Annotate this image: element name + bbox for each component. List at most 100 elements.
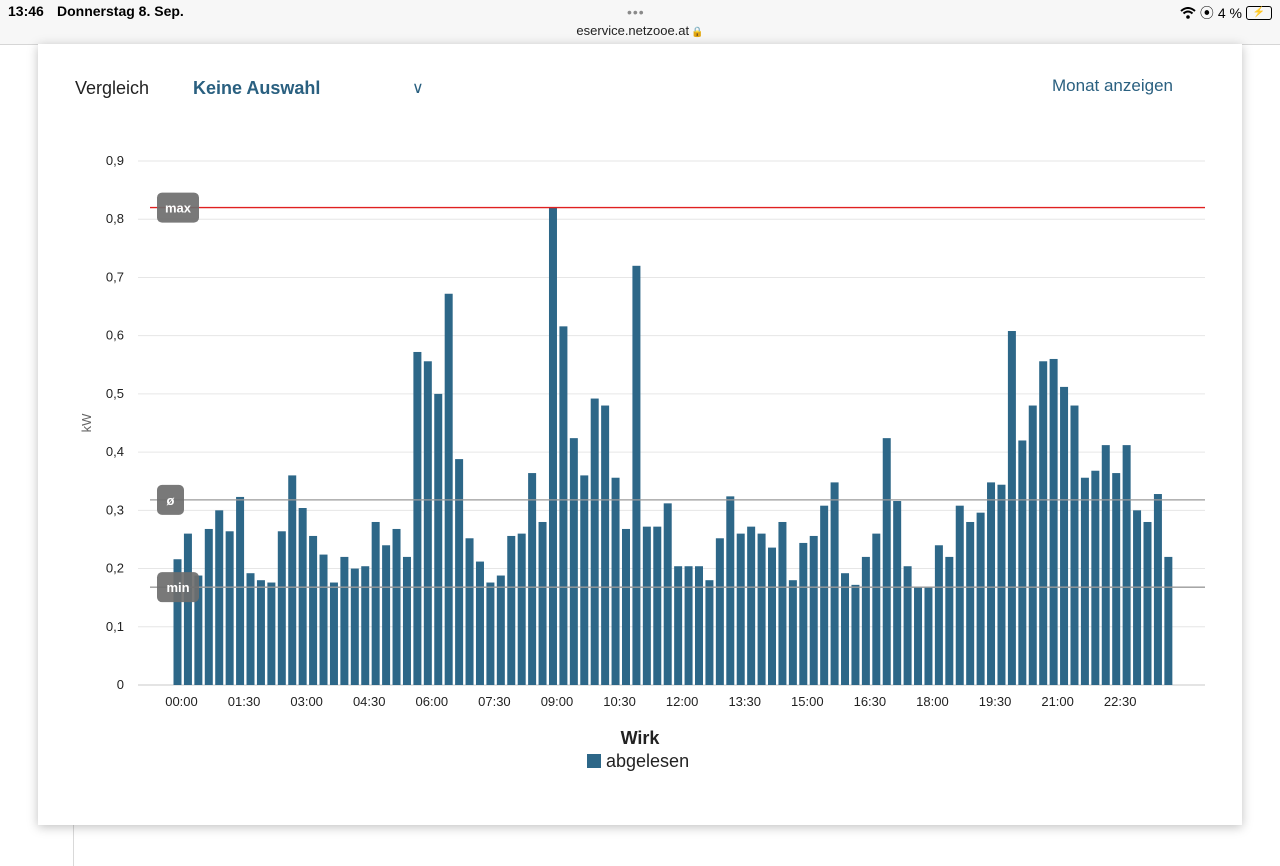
- bar: [298, 508, 307, 685]
- bar: [757, 533, 766, 685]
- bar: [1153, 494, 1162, 685]
- bar: [768, 547, 777, 685]
- bar: [486, 582, 495, 685]
- chevron-down-icon[interactable]: ∨: [412, 80, 424, 97]
- legend-label: abgelesen: [606, 751, 689, 771]
- bar: [423, 361, 432, 685]
- x-tick-label: 10:30: [603, 694, 636, 709]
- bar: [402, 556, 411, 685]
- x-tick-label: 09:00: [541, 694, 574, 709]
- bar: [1112, 473, 1121, 685]
- power-chart: 0 0,1 0,2 0,3 0,4 0,5 0,6 0,7 0,8 0,9 kW 00:00 01:30…: [79, 153, 1205, 771]
- reference-badge: [157, 484, 184, 515]
- bar: [861, 556, 870, 685]
- bar: [215, 510, 224, 685]
- bar: [621, 528, 630, 685]
- bar: [851, 584, 860, 685]
- bar: [246, 573, 255, 685]
- divider: [73, 825, 74, 866]
- bar: [778, 521, 787, 685]
- bar: [726, 496, 735, 685]
- bar: [580, 475, 589, 685]
- bar: [1007, 331, 1016, 685]
- bar: [632, 265, 641, 685]
- x-tick-label: 13:30: [728, 694, 761, 709]
- bar: [1133, 510, 1142, 685]
- lock-icon: 🔒: [691, 27, 704, 38]
- x-tick-label: 16:30: [854, 694, 887, 709]
- bar: [955, 505, 964, 685]
- bar: [747, 526, 756, 685]
- y-tick-label: 0,8: [106, 211, 124, 226]
- bar: [987, 482, 996, 685]
- bar: [277, 531, 286, 685]
- bar: [1039, 361, 1048, 685]
- address-bar[interactable]: eservice.netzooe.at 🔒: [0, 23, 1280, 38]
- bar: [517, 533, 526, 685]
- bar: [715, 538, 724, 685]
- x-tick-label: 04:30: [353, 694, 386, 709]
- bar: [663, 503, 672, 685]
- bar: [809, 535, 818, 685]
- bar: [1101, 445, 1110, 685]
- bar: [392, 528, 401, 685]
- rotation-lock-icon: ⦿: [1199, 5, 1214, 21]
- bar: [319, 554, 328, 685]
- bar: [371, 521, 380, 685]
- bar: [872, 533, 881, 685]
- y-tick-label: 0,3: [106, 502, 124, 517]
- battery-percent: 4 %: [1217, 5, 1242, 21]
- bar: [903, 566, 912, 685]
- consumption-card: Vergleich Keine Auswahl ∨ Monat anzeigen…: [38, 44, 1242, 825]
- bar: [434, 393, 443, 685]
- bar: [601, 405, 610, 685]
- bar: [288, 475, 297, 685]
- bar: [1080, 477, 1089, 685]
- x-tick-label: 00:00: [165, 694, 198, 709]
- wifi-icon: [1180, 7, 1196, 19]
- show-month-link[interactable]: Monat anzeigen: [1052, 76, 1173, 95]
- bar: [1143, 521, 1152, 685]
- x-tick-label: 18:00: [916, 694, 949, 709]
- bar: [548, 207, 557, 685]
- chart-title: Wirk: [621, 728, 661, 748]
- bar: [1060, 386, 1069, 685]
- bar: [1070, 405, 1079, 685]
- bar: [183, 533, 192, 685]
- bar: [934, 545, 943, 685]
- bar: [256, 580, 265, 685]
- bar: [914, 587, 923, 685]
- bar: [945, 556, 954, 685]
- x-tick-label: 03:00: [290, 694, 323, 709]
- x-tick-label: 15:00: [791, 694, 824, 709]
- bar: [997, 484, 1006, 685]
- bar: [976, 512, 985, 685]
- bar: [841, 573, 850, 685]
- bar: [361, 566, 370, 685]
- bar: [496, 575, 505, 685]
- bar: [475, 561, 484, 685]
- x-tick-label: 07:30: [478, 694, 511, 709]
- y-tick-label: 0,5: [106, 386, 124, 401]
- more-dots-icon[interactable]: •••: [627, 4, 645, 20]
- bar: [309, 535, 318, 685]
- bar: [1049, 358, 1058, 685]
- bar: [590, 398, 599, 685]
- legend-swatch: [587, 754, 601, 768]
- y-tick-label: 0,2: [106, 561, 124, 576]
- x-tick-label: 21:00: [1041, 694, 1074, 709]
- bar: [1122, 445, 1131, 685]
- bar: [382, 545, 391, 685]
- bar: [1018, 440, 1027, 685]
- compare-select[interactable]: Keine Auswahl: [193, 78, 321, 98]
- x-tick-label: 06:00: [416, 694, 449, 709]
- bar: [611, 477, 620, 685]
- reference-badge: [157, 192, 199, 223]
- bar: [236, 496, 245, 685]
- x-tick-label: 19:30: [979, 694, 1012, 709]
- bar: [705, 580, 714, 685]
- bar: [444, 293, 453, 685]
- bar: [173, 559, 182, 685]
- bar: [799, 542, 808, 685]
- bar: [267, 582, 276, 685]
